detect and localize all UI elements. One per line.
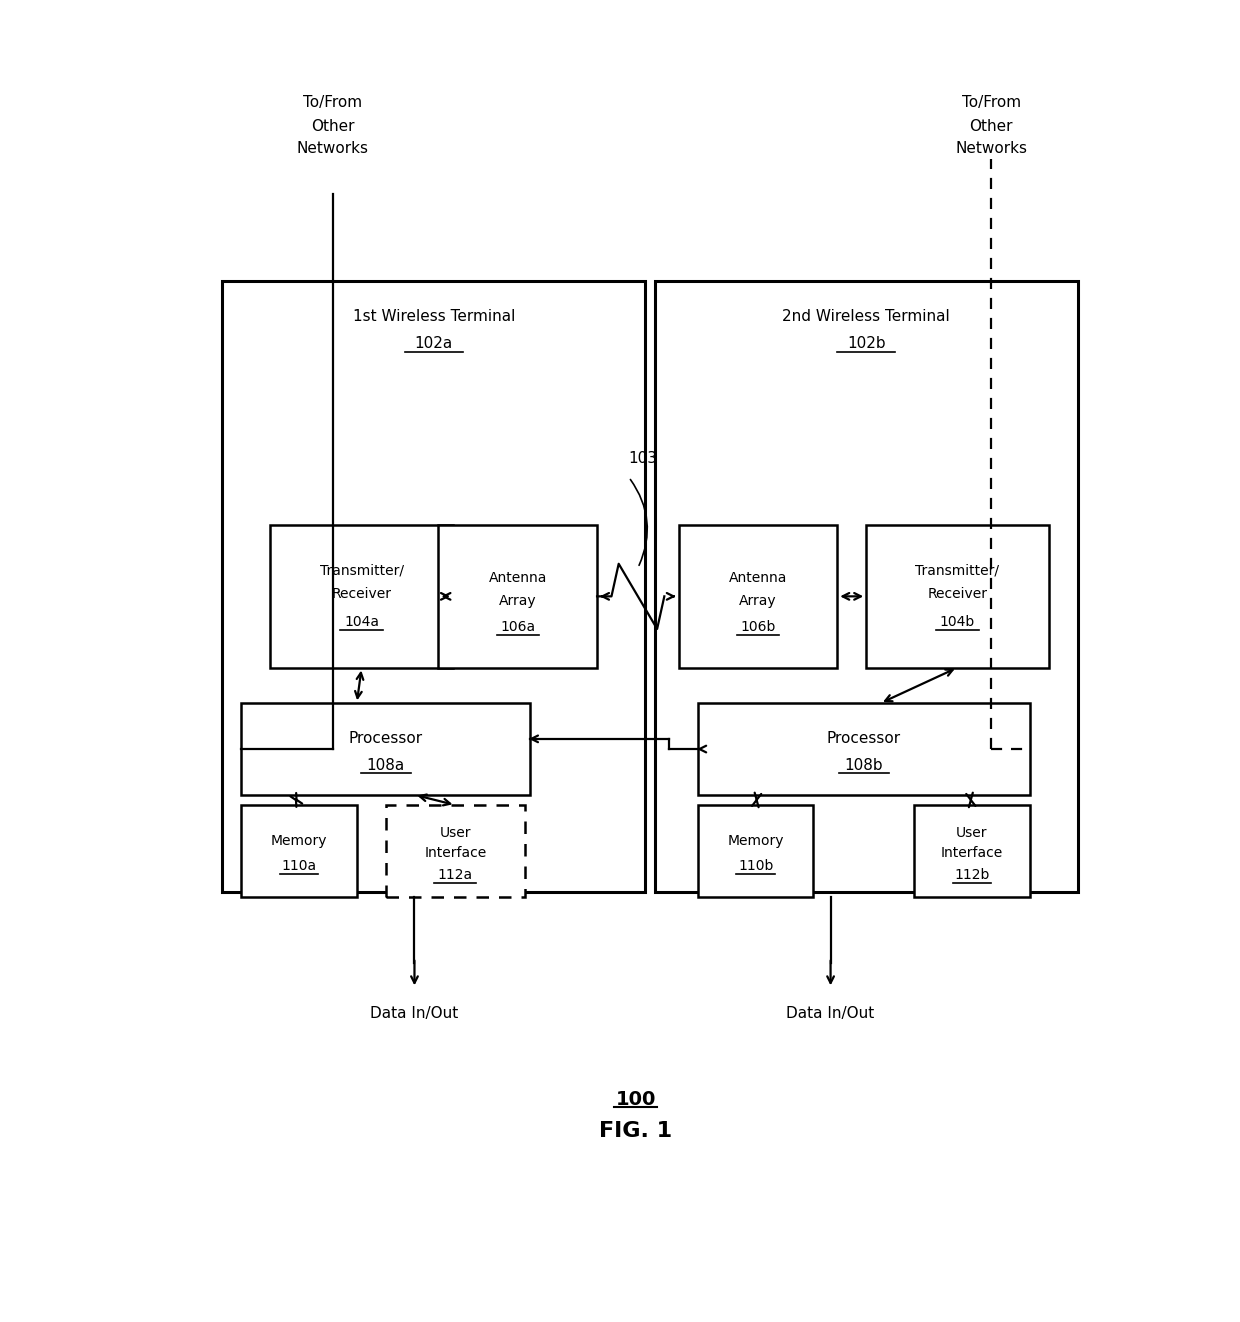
Text: Receiver: Receiver (928, 587, 987, 602)
Text: To/From: To/From (304, 95, 362, 110)
Bar (270, 525, 453, 668)
Text: 112b: 112b (954, 869, 990, 882)
Text: 106a: 106a (500, 620, 536, 633)
Bar (914, 805, 1029, 896)
Bar (242, 703, 529, 795)
Text: Array: Array (498, 595, 537, 608)
Text: 1st Wireless Terminal: 1st Wireless Terminal (352, 309, 515, 324)
Text: Memory: Memory (270, 834, 327, 847)
Text: 100: 100 (615, 1089, 656, 1109)
Bar (698, 805, 813, 896)
Text: 108a: 108a (367, 758, 404, 773)
Text: To/From: To/From (961, 95, 1021, 110)
Text: Antenna: Antenna (729, 571, 787, 586)
Text: Interface: Interface (941, 846, 1003, 859)
Text: Data In/Out: Data In/Out (786, 1006, 874, 1021)
Text: Data In/Out: Data In/Out (371, 1006, 459, 1021)
Text: Antenna: Antenna (489, 571, 547, 586)
Text: User: User (439, 825, 471, 839)
Bar (439, 525, 596, 668)
Text: User: User (956, 825, 987, 839)
Text: 102a: 102a (414, 336, 453, 352)
Bar (655, 280, 1078, 891)
Text: Transmitter/: Transmitter/ (915, 564, 999, 578)
Text: Other: Other (311, 119, 355, 134)
Text: Processor: Processor (348, 731, 423, 747)
Text: 108b: 108b (844, 758, 883, 773)
Text: 106b: 106b (740, 620, 776, 633)
Text: 104a: 104a (345, 615, 379, 629)
Text: Other: Other (970, 119, 1013, 134)
Text: Networks: Networks (296, 141, 368, 156)
Text: Memory: Memory (728, 834, 784, 847)
Text: Networks: Networks (955, 141, 1027, 156)
Bar (386, 805, 525, 896)
Text: 103: 103 (629, 451, 657, 467)
Text: 112a: 112a (438, 869, 472, 882)
Text: Processor: Processor (827, 731, 900, 747)
Text: 2nd Wireless Terminal: 2nd Wireless Terminal (782, 309, 950, 324)
Bar (242, 805, 357, 896)
Text: Receiver: Receiver (331, 587, 392, 602)
Text: Array: Array (739, 595, 776, 608)
Text: 104b: 104b (940, 615, 975, 629)
Text: 110b: 110b (738, 859, 774, 873)
Text: Transmitter/: Transmitter/ (320, 564, 403, 578)
Bar (222, 280, 645, 891)
Text: Interface: Interface (424, 846, 486, 859)
Text: 110a: 110a (281, 859, 316, 873)
Bar (678, 525, 837, 668)
Text: FIG. 1: FIG. 1 (599, 1121, 672, 1141)
Text: 102b: 102b (847, 336, 885, 352)
Bar (698, 703, 1029, 795)
Bar (866, 525, 1049, 668)
